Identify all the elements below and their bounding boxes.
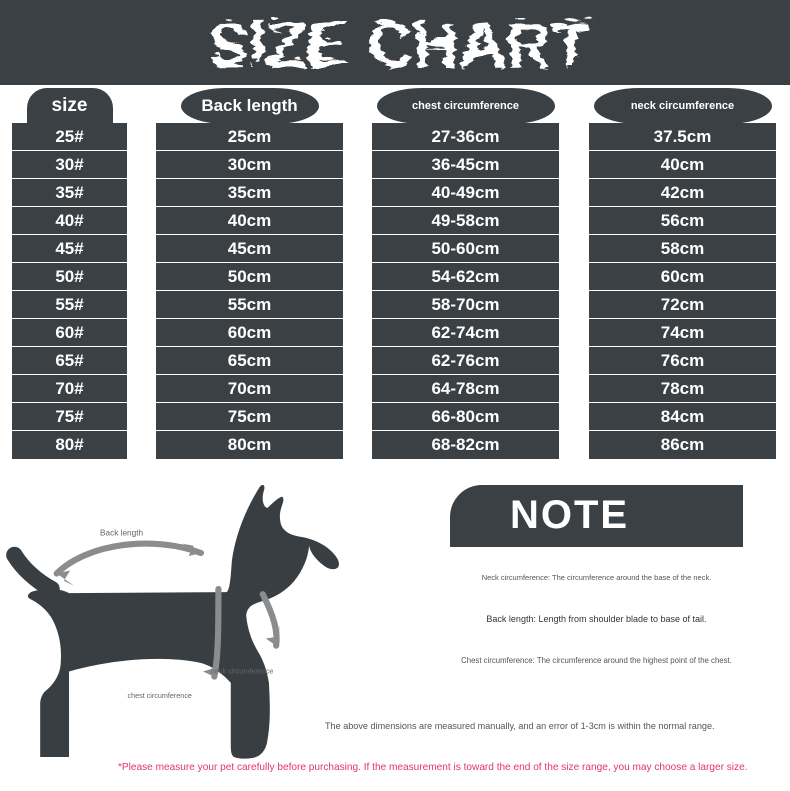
svg-text:neck circumference: neck circumference: [211, 667, 273, 676]
svg-text:SIZE CHART: SIZE CHART: [203, 5, 587, 77]
svg-text:chest circumference: chest circumference: [127, 691, 191, 700]
svg-text:Back length: Back length: [100, 528, 143, 537]
